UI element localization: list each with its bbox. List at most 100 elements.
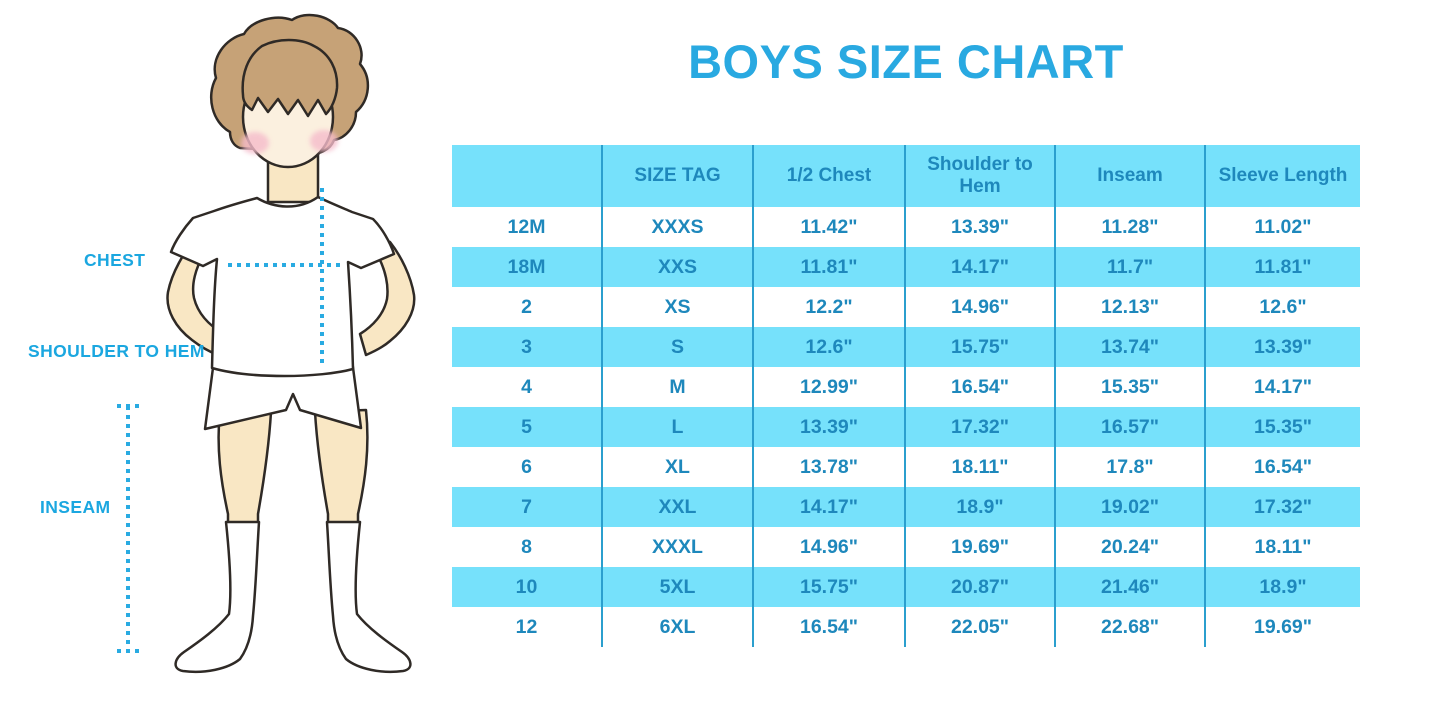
shoulder-to-hem-label: SHOULDER TO HEM bbox=[28, 341, 205, 361]
value-cell: 17.32" bbox=[1204, 487, 1360, 527]
value-cell: 14.96" bbox=[752, 527, 905, 567]
value-cell: 22.05" bbox=[904, 607, 1055, 647]
boy-figure-svg bbox=[117, 13, 416, 674]
value-cell: 13.39" bbox=[752, 407, 905, 447]
value-cell: 13.74" bbox=[1054, 327, 1205, 367]
table-row: 18M XXS 11.81" 14.17" 11.7" 11.81" bbox=[452, 247, 1360, 287]
value-cell: 20.24" bbox=[1054, 527, 1205, 567]
value-cell: 15.75" bbox=[752, 567, 905, 607]
value-cell: 16.54" bbox=[752, 607, 905, 647]
value-cell: 11.42" bbox=[752, 207, 905, 247]
column-header: 1/2 Chest bbox=[752, 145, 905, 207]
boy-right-arm bbox=[358, 240, 416, 357]
value-cell: 14.17" bbox=[1204, 367, 1360, 407]
size-cell: 18M bbox=[507, 255, 546, 278]
value-cell: 11.81" bbox=[752, 247, 905, 287]
value-cell: 14.17" bbox=[904, 247, 1055, 287]
boy-illustration: CHEST SHOULDER TO HEM INSEAM bbox=[0, 0, 452, 723]
value-cell: S bbox=[601, 327, 753, 367]
value-cell: 12.2" bbox=[752, 287, 905, 327]
size-table-body: 12M XXXS 11.42" 13.39" 11.28" 11.02" 18M XXS 11.… bbox=[452, 207, 1360, 647]
boy-left-leg bbox=[217, 408, 273, 530]
value-cell: 14.17" bbox=[752, 487, 905, 527]
value-cell: 11.02" bbox=[1204, 207, 1360, 247]
boy-right-cheek bbox=[310, 130, 338, 152]
table-row: 10 5XL 15.75" 20.87" 21.46" 18.9" bbox=[452, 567, 1360, 607]
size-table: SIZE TAG 1/2 Chest Shoulder to Hem Inseam Sl… bbox=[452, 145, 1360, 647]
value-cell: 13.39" bbox=[1204, 327, 1360, 367]
table-row: 12M XXXS 11.42" 13.39" 11.28" 11.02" bbox=[452, 207, 1360, 247]
value-cell: XXS bbox=[601, 247, 753, 287]
size-cell: 7 bbox=[521, 495, 532, 518]
value-cell: 20.87" bbox=[904, 567, 1055, 607]
table-row: 4 M 12.99" 16.54" 15.35" 14.17" bbox=[452, 367, 1360, 407]
size-table-header: SIZE TAG 1/2 Chest Shoulder to Hem Inseam Sl… bbox=[452, 145, 1360, 207]
value-cell: 19.02" bbox=[1054, 487, 1205, 527]
value-cell: 22.68" bbox=[1054, 607, 1205, 647]
boy-shorts bbox=[203, 358, 363, 431]
value-cell: 18.11" bbox=[1204, 527, 1360, 567]
size-cell: 2 bbox=[521, 295, 532, 318]
value-cell: 14.96" bbox=[904, 287, 1055, 327]
table-row: 12 6XL 16.54" 22.05" 22.68" 19.69" bbox=[452, 607, 1360, 647]
table-row: 8 XXXL 14.96" 19.69" 20.24" 18.11" bbox=[452, 527, 1360, 567]
value-cell: 16.57" bbox=[1054, 407, 1205, 447]
size-cell: 6 bbox=[521, 455, 532, 478]
value-cell: 15.35" bbox=[1054, 367, 1205, 407]
size-cell: 3 bbox=[521, 335, 532, 358]
column-header: SIZE TAG bbox=[601, 145, 753, 207]
value-cell: 6XL bbox=[601, 607, 753, 647]
value-cell: M bbox=[601, 367, 753, 407]
size-cell: 12M bbox=[507, 215, 546, 238]
page-title: BOYS SIZE CHART bbox=[688, 35, 1124, 88]
value-cell: 16.54" bbox=[904, 367, 1055, 407]
size-cell: 10 bbox=[515, 575, 538, 598]
value-cell: 11.28" bbox=[1054, 207, 1205, 247]
value-cell: 18.9" bbox=[904, 487, 1055, 527]
value-cell: 21.46" bbox=[1054, 567, 1205, 607]
column-header: Sleeve Length bbox=[1204, 145, 1360, 207]
boy-hair-fringe bbox=[241, 38, 339, 118]
size-cell: 8 bbox=[521, 535, 532, 558]
value-cell: XL bbox=[601, 447, 753, 487]
value-cell: 11.7" bbox=[1054, 247, 1205, 287]
value-cell: 18.11" bbox=[904, 447, 1055, 487]
value-cell: 5XL bbox=[601, 567, 753, 607]
boy-right-sock bbox=[325, 520, 412, 674]
inseam-label: INSEAM bbox=[40, 497, 111, 517]
value-cell: 13.78" bbox=[752, 447, 905, 487]
boy-left-sock bbox=[174, 520, 261, 674]
value-cell: XXXL bbox=[601, 527, 753, 567]
boy-left-arm bbox=[166, 236, 226, 357]
header-row: SIZE TAG 1/2 Chest Shoulder to Hem Inseam Sl… bbox=[452, 145, 1360, 207]
table-row: 5 L 13.39" 17.32" 16.57" 15.35" bbox=[452, 407, 1360, 447]
value-cell: 12.99" bbox=[752, 367, 905, 407]
value-cell: XS bbox=[601, 287, 753, 327]
value-cell: 15.75" bbox=[904, 327, 1055, 367]
value-cell: 16.54" bbox=[1204, 447, 1360, 487]
table-row: 3 S 12.6" 15.75" 13.74" 13.39" bbox=[452, 327, 1360, 367]
value-cell: 13.39" bbox=[904, 207, 1055, 247]
value-cell: 12.6" bbox=[752, 327, 905, 367]
value-cell: 18.9" bbox=[1204, 567, 1360, 607]
value-cell: L bbox=[601, 407, 753, 447]
column-header: Shoulder to Hem bbox=[904, 145, 1055, 207]
table-row: 6 XL 13.78" 18.11" 17.8" 16.54" bbox=[452, 447, 1360, 487]
value-cell: 12.13" bbox=[1054, 287, 1205, 327]
value-cell: 15.35" bbox=[1204, 407, 1360, 447]
value-cell: 11.81" bbox=[1204, 247, 1360, 287]
size-cell: 4 bbox=[521, 375, 532, 398]
size-cell: 12 bbox=[515, 615, 538, 638]
table-row: 7 XXL 14.17" 18.9" 19.02" 17.32" bbox=[452, 487, 1360, 527]
size-cell: 5 bbox=[521, 415, 532, 438]
value-cell: 17.8" bbox=[1054, 447, 1205, 487]
value-cell: XXL bbox=[601, 487, 753, 527]
table-row: 2 XS 12.2" 14.96" 12.13" 12.6" bbox=[452, 287, 1360, 327]
row-label-column-header bbox=[452, 145, 602, 207]
value-cell: XXXS bbox=[601, 207, 753, 247]
column-header: Inseam bbox=[1054, 145, 1205, 207]
value-cell: 12.6" bbox=[1204, 287, 1360, 327]
chest-label: CHEST bbox=[84, 250, 146, 270]
boy-left-cheek bbox=[241, 132, 269, 154]
